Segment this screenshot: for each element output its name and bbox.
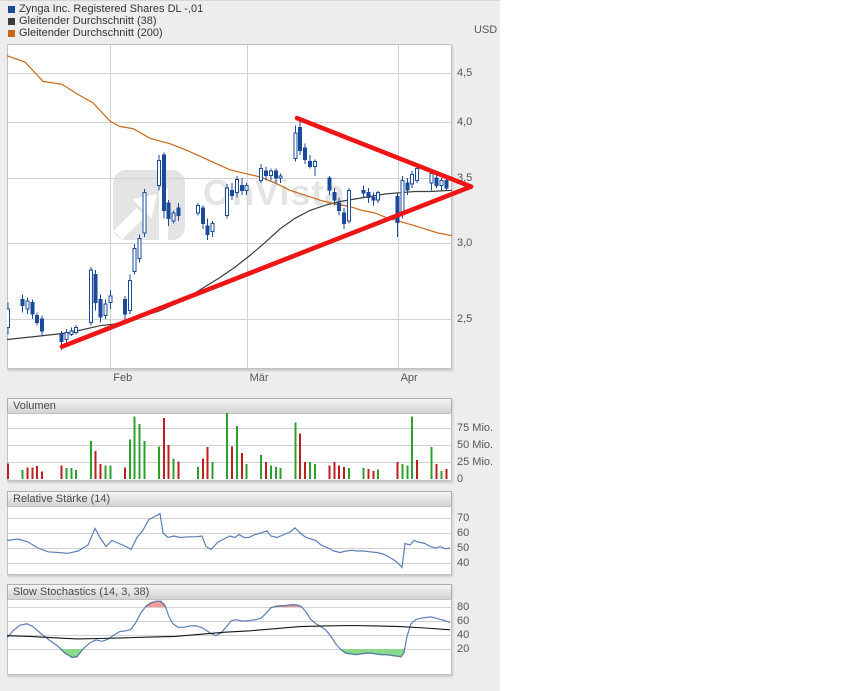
gridline	[397, 45, 399, 368]
gridline	[8, 122, 451, 124]
price-plot: OnVista	[7, 44, 452, 369]
legend-label: Gleitender Durchschnitt (200)	[19, 27, 163, 39]
y-axis-label: 3,0	[457, 236, 473, 249]
legend-item-ma200: Gleitender Durchschnitt (200)	[8, 27, 203, 39]
x-axis-label: Feb	[113, 372, 133, 384]
gridline	[8, 242, 451, 244]
stochastics-panel-header: Slow Stochastics (14, 3, 38)	[7, 584, 452, 600]
gridline	[8, 635, 451, 636]
y-axis-label: 4,0	[457, 116, 473, 129]
gridline	[8, 563, 451, 564]
y-axis-label: 50 Mio.	[457, 439, 494, 451]
chart-widget: Zynga Inc. Registered Shares DL -,01 Gle…	[0, 0, 500, 691]
gridline	[8, 318, 451, 320]
y-axis-label: 70	[457, 512, 470, 524]
y-axis-label: 2,5	[457, 312, 473, 325]
currency-label: USD	[474, 24, 498, 36]
gridline	[8, 548, 451, 549]
gridline	[8, 72, 451, 74]
y-axis-label: 80	[457, 601, 470, 613]
legend-item-instrument: Zynga Inc. Registered Shares DL -,01	[8, 3, 203, 15]
x-axis-label: Apr	[400, 372, 418, 384]
gridline	[246, 45, 248, 368]
volume-plot	[7, 413, 452, 481]
gridline	[8, 533, 451, 534]
onvista-logo-icon	[113, 170, 185, 241]
gridline	[8, 649, 451, 650]
x-axis-label: Mär	[249, 372, 269, 384]
y-axis-label: 4,5	[457, 66, 473, 79]
y-axis-label: 20	[457, 643, 470, 655]
gridline	[8, 445, 451, 446]
volume-panel-header: Volumen	[7, 398, 452, 414]
legend-label: Gleitender Durchschnitt (38)	[19, 15, 157, 27]
y-axis-label: 75 Mio.	[457, 422, 494, 434]
gridline	[8, 428, 451, 429]
gridline	[8, 462, 451, 463]
y-axis-label: 0	[457, 473, 464, 485]
rsi-plot	[7, 506, 452, 575]
legend-label: Zynga Inc. Registered Shares DL -,01	[19, 3, 204, 15]
y-axis-label: 40	[457, 557, 470, 569]
y-axis-label: 60	[457, 527, 470, 539]
gridline	[8, 607, 451, 608]
y-axis-label: 25 Mio.	[457, 456, 494, 468]
legend-item-ma38: Gleitender Durchschnitt (38)	[8, 15, 203, 27]
chart-legend: Zynga Inc. Registered Shares DL -,01 Gle…	[8, 3, 203, 39]
gridline	[8, 621, 451, 622]
gridline	[110, 45, 112, 368]
y-axis-label: 50	[457, 542, 470, 554]
y-axis-label: 60	[457, 615, 470, 627]
gridline	[8, 518, 451, 519]
instrument-swatch-icon	[8, 6, 15, 13]
ma38-swatch-icon	[8, 18, 15, 25]
stochastics-plot	[7, 599, 452, 675]
y-axis-label: 40	[457, 629, 470, 641]
ma200-swatch-icon	[8, 30, 15, 37]
onvista-watermark: OnVista	[112, 169, 345, 241]
gridline	[8, 178, 451, 180]
rsi-panel-header: Relative Stärke (14)	[7, 491, 452, 507]
y-axis-label: 3,5	[457, 172, 473, 185]
